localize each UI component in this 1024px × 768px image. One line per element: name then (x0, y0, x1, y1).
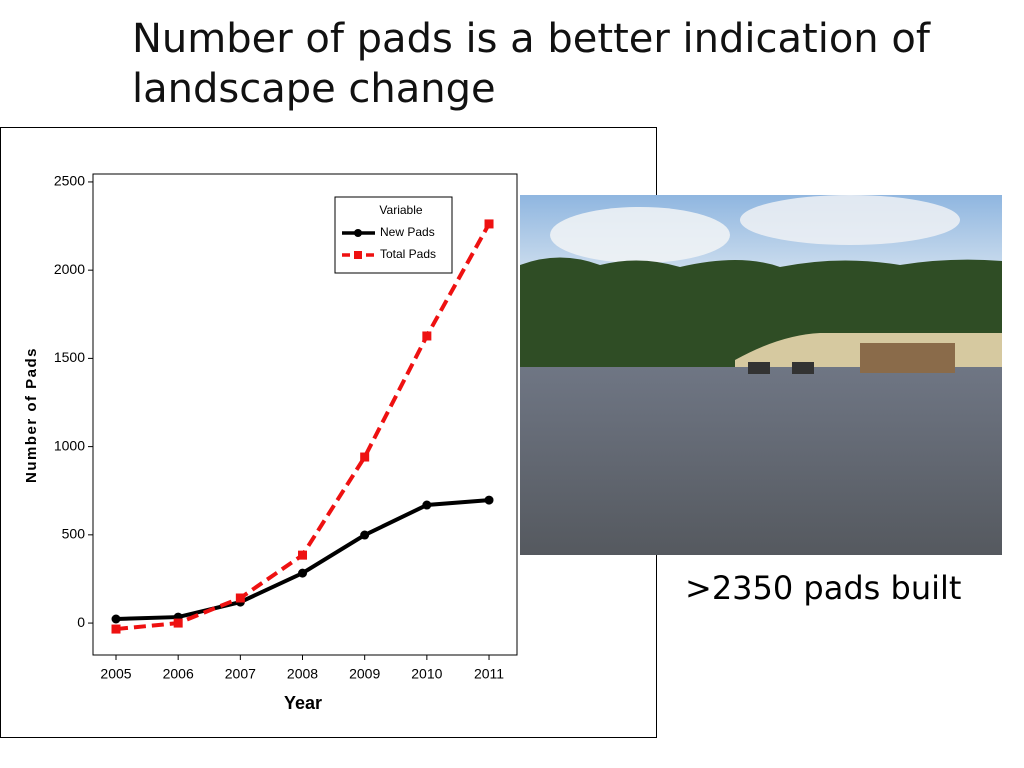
caption: >2350 pads built (685, 569, 962, 607)
x-tick-label: 2009 (349, 666, 380, 682)
point (111, 614, 121, 624)
y-tick-label: 500 (62, 526, 86, 542)
point (422, 331, 432, 341)
legend-title: Variable (379, 203, 422, 217)
x-tick-label: 2007 (225, 666, 256, 682)
legend-label: Total Pads (380, 247, 436, 261)
x-axis-label: Year (284, 693, 322, 713)
point (360, 530, 370, 540)
y-axis-label: Number of Pads (23, 347, 40, 483)
legend-marker (354, 251, 362, 259)
y-tick-label: 2000 (54, 261, 85, 277)
point (360, 452, 370, 462)
plot-area (92, 173, 518, 656)
point (298, 550, 308, 560)
point (422, 500, 432, 510)
point (298, 568, 308, 578)
y-tick-label: 1500 (54, 349, 85, 365)
point (235, 593, 245, 603)
point (111, 624, 121, 634)
slide-title: Number of pads is a better indication of… (132, 16, 930, 112)
x-tick-label: 2010 (411, 666, 442, 682)
y-tick-label: 1000 (54, 437, 85, 453)
y-tick-label: 0 (77, 614, 85, 630)
point (484, 219, 494, 229)
x-tick-label: 2008 (287, 666, 318, 682)
point (484, 495, 494, 505)
x-tick-label: 2005 (100, 666, 131, 682)
x-tick-label: 2011 (474, 666, 504, 682)
y-tick-label: 2500 (54, 173, 85, 189)
legend-marker (354, 229, 362, 237)
x-tick-label: 2006 (163, 666, 194, 682)
legend-box (334, 196, 453, 274)
point (173, 618, 183, 628)
photo (520, 195, 1002, 555)
legend-label: New Pads (380, 225, 435, 239)
